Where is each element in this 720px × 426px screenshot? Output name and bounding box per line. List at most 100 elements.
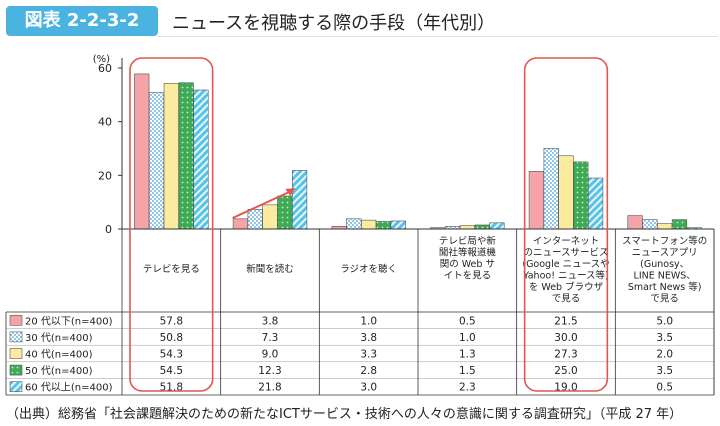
category-label: で見る: [650, 294, 679, 305]
value-label: 51.8: [160, 382, 183, 394]
y-tick-label: 40: [98, 116, 112, 129]
category-label: 聞社等報道機: [439, 247, 497, 259]
bar: [627, 215, 643, 230]
page-title: ニュースを視聴する際の手段（年代別）: [172, 13, 496, 34]
value-label: 27.3: [554, 349, 577, 361]
y-axis-unit: (%): [93, 54, 110, 65]
category-label: スマートフォン等の: [622, 235, 707, 247]
bar: [163, 82, 179, 230]
value-label: 57.8: [160, 315, 183, 327]
category-label: LINE NEWS、: [634, 271, 696, 282]
bar: [232, 218, 249, 230]
value-label: 54.5: [160, 365, 183, 377]
value-label: 2.8: [360, 365, 377, 377]
category-label: 新聞を読む: [246, 263, 294, 275]
trend-arrow-head: [285, 188, 296, 196]
bar: [474, 224, 490, 230]
value-label: 19.0: [554, 382, 577, 394]
category-label: インターネット: [533, 236, 600, 247]
category-label: Yahoo! ニュース等): [522, 270, 609, 282]
bar: [193, 89, 209, 230]
bar: [390, 220, 406, 230]
category-label: で見る: [552, 294, 581, 305]
value-label: 21.8: [258, 382, 281, 394]
bar: [528, 171, 544, 230]
category-label: Smart News 等): [628, 281, 702, 293]
chart-bars: [134, 73, 702, 230]
category-label: ニュースアプリ: [632, 248, 698, 259]
legend-swatch: [9, 314, 23, 326]
value-label: 1.5: [459, 365, 476, 377]
value-label: 2.0: [656, 349, 673, 361]
value-label: 54.3: [160, 349, 183, 361]
value-label: 21.5: [554, 315, 577, 327]
bar: [587, 177, 604, 230]
figure-number-badge: 図表 2-2-3-2: [6, 6, 158, 36]
value-label: 1.0: [459, 332, 476, 344]
trend-arrow: [232, 190, 292, 219]
bar-chart: (%) 0 20 40 60 テレビを見る 新聞を読む ラジオを聴く テレビ局や新聞社等報道機…: [5, 54, 715, 396]
category-label: テレビ局や新: [439, 235, 497, 247]
legend-label: 20 代以下(n=400): [25, 315, 113, 327]
value-label: 1.3: [459, 349, 476, 361]
value-label: 9.0: [262, 349, 279, 361]
bar: [657, 223, 673, 230]
value-label: 3.0: [360, 382, 377, 394]
bar: [543, 148, 559, 230]
legend-swatch: [9, 348, 23, 359]
highlight-frame: [523, 57, 609, 392]
value-label: 0.5: [656, 382, 673, 394]
legend-label: 30 代(n=400): [25, 332, 93, 344]
title-underline: [158, 36, 718, 37]
value-label: 3.3: [360, 349, 377, 361]
legend-label: 40 代(n=400): [25, 349, 93, 361]
category-label: を Web ブラウザ: [529, 281, 604, 293]
value-label: 1.0: [360, 315, 377, 327]
y-tick-label: 60: [98, 62, 112, 75]
bar: [671, 219, 688, 230]
category-label: (Gunosy、: [640, 259, 689, 270]
value-label: 3.8: [262, 315, 279, 327]
legend-swatch: [9, 364, 23, 376]
value-label: 5.0: [656, 315, 673, 327]
category-label: テレビを見る: [143, 264, 200, 275]
bar: [573, 161, 589, 230]
bar: [558, 155, 574, 230]
source-note: （出典）総務省「社会課題解決のための新たなICTサービス・技術への人々の意識に関…: [6, 407, 683, 422]
bar: [262, 204, 278, 230]
category-label: (Google ニュースや: [522, 259, 609, 270]
legend-swatch: [9, 381, 23, 393]
legend-label: 50 代(n=400): [25, 365, 93, 377]
category-label: のニュースサービス: [523, 248, 608, 259]
highlight-callouts: [129, 57, 609, 392]
bar: [277, 195, 293, 230]
value-label: 0.5: [459, 315, 476, 327]
value-label: 12.3: [258, 365, 281, 377]
legend-swatch: [9, 331, 23, 343]
y-tick-label: 20: [98, 169, 112, 182]
category-label: イトを見る: [444, 271, 492, 282]
value-label: 3.5: [656, 365, 673, 377]
bar: [178, 82, 194, 230]
value-label: 25.0: [554, 365, 577, 377]
bar: [489, 222, 505, 230]
figure-number: 図表 2-2-3-2: [24, 10, 140, 31]
bar: [361, 219, 377, 230]
value-label: 3.8: [360, 332, 377, 344]
value-label: 7.3: [262, 332, 279, 344]
y-tick-label: 0: [105, 223, 112, 236]
category-label: ラジオを聴く: [340, 264, 397, 275]
bar: [291, 170, 308, 230]
bar: [375, 221, 392, 230]
bar: [346, 218, 362, 230]
highlight-frame: [129, 57, 214, 392]
bar: [247, 209, 263, 230]
legend-label: 60 代以上(n=400): [25, 382, 113, 394]
bar: [148, 92, 165, 230]
value-label: 3.5: [656, 332, 673, 344]
bar: [134, 73, 150, 230]
bar: [642, 219, 658, 230]
value-label: 30.0: [554, 332, 577, 344]
